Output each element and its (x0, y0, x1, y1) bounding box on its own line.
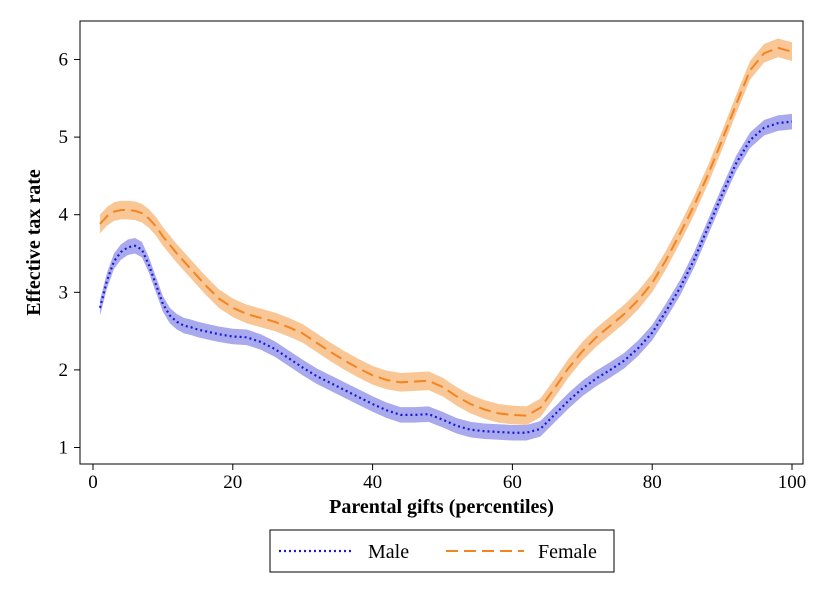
confidence-bands (99, 38, 793, 441)
axes: 0 20 40 60 80 100 1 2 3 4 5 6 (59, 50, 807, 494)
legend-label-male: Male (368, 541, 409, 563)
legend-label-female: Female (538, 541, 597, 563)
x-axis-title: Parental gifts (percentiles) (329, 496, 554, 518)
y-tick-label: 6 (59, 50, 69, 71)
series-line-female (99, 46, 793, 417)
series-lines (98, 46, 793, 434)
y-axis-title: Effective tax rate (23, 169, 45, 316)
x-tick-label: 0 (88, 472, 98, 493)
legend-box (269, 529, 615, 573)
x-tick-label: 40 (363, 472, 382, 493)
y-tick-label: 2 (59, 360, 69, 381)
confidence-band-female (99, 38, 793, 425)
confidence-band-male (99, 113, 793, 441)
legend: Male Female (269, 529, 615, 573)
x-tick-label: 80 (643, 472, 662, 493)
plot-frame (79, 20, 804, 465)
x-tick-label: 20 (223, 472, 242, 493)
y-tick-label: 3 (59, 282, 69, 303)
y-tick-label: 5 (59, 127, 69, 148)
x-tick-label: 100 (778, 472, 807, 493)
y-tick-label: 1 (59, 438, 69, 459)
y-tick-label: 4 (59, 205, 69, 226)
x-tick-label: 60 (503, 472, 522, 493)
